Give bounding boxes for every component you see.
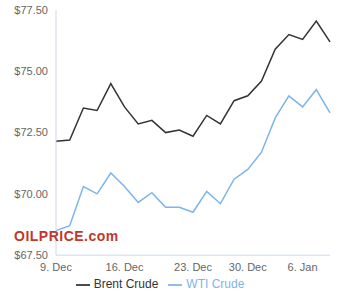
- svg-text:6. Jan: 6. Jan: [288, 261, 318, 273]
- html-text:OILPRICE.com: OILPRICE.com: [14, 228, 119, 244]
- svg-text:30. Dec: 30. Dec: [229, 261, 267, 273]
- html-text:Brent Crude: Brent Crude: [93, 277, 159, 292]
- svg-text:$67.50: $67.50: [14, 249, 48, 261]
- svg-text:16. Dec: 16. Dec: [106, 261, 144, 273]
- svg-text:9. Dec: 9. Dec: [40, 261, 72, 273]
- svg-text:23. Dec: 23. Dec: [174, 261, 212, 273]
- svg-text:$70.00: $70.00: [14, 188, 48, 200]
- svg-text:$72.50: $72.50: [14, 126, 48, 138]
- svg-text:$75.00: $75.00: [14, 65, 48, 77]
- svg-text:$77.50: $77.50: [14, 4, 48, 16]
- html-text:WTI Crude: WTI Crude: [186, 277, 245, 292]
